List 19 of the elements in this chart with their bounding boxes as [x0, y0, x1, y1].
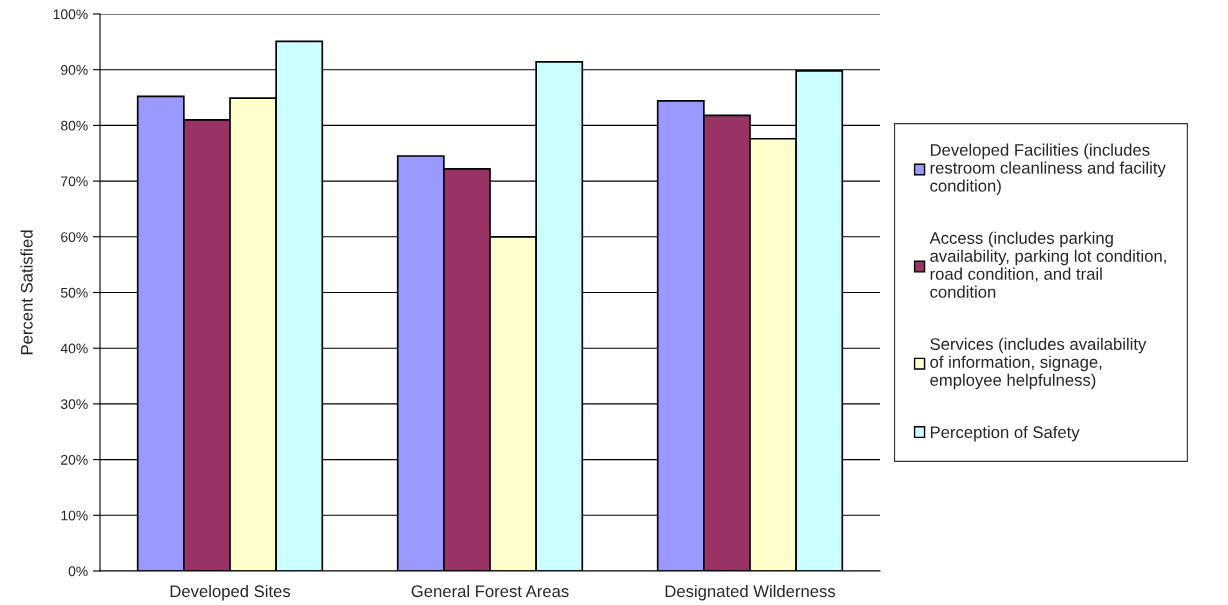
legend-label: Developed Facilities (includes restroom cleanliness and facility condition): [930, 143, 1166, 196]
y-tick-label: 0%: [68, 566, 88, 577]
y-axis-title: Percent Satisfied: [20, 230, 33, 355]
x-tick-label: Designated Wilderness: [665, 584, 836, 601]
y-tick-label: 100%: [53, 9, 88, 20]
y-tick-label: 50%: [60, 287, 88, 298]
y-tick-label: 10%: [61, 510, 88, 521]
y-tick-label: 90%: [61, 65, 88, 75]
y-tick-label: 30%: [60, 399, 88, 410]
legend-label: Perception of Safety: [930, 425, 1080, 442]
legend-label: Services (includes availability of information, signage, employee helpfulness): [930, 337, 1147, 390]
y-tick-label: 80%: [61, 120, 88, 131]
y-tick-label: 20%: [61, 454, 88, 465]
x-tick-label: General Forest Areas: [411, 584, 569, 598]
y-tick-label: 70%: [61, 176, 88, 187]
y-tick-label: 40%: [60, 343, 88, 354]
x-tick-label: Developed Sites: [170, 584, 291, 601]
legend-label: Access (includes parking availability, parking lot condition, road condition, and trail condition: [929, 231, 1166, 298]
y-tick-label: 60%: [61, 232, 88, 242]
